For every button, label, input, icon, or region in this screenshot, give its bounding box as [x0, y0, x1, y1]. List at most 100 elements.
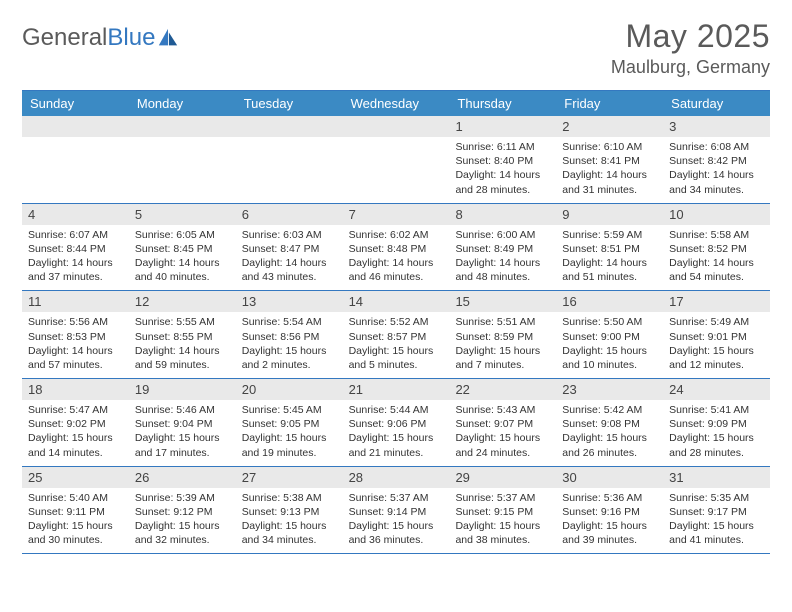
day-data: Sunrise: 5:47 AMSunset: 9:02 PMDaylight:…: [22, 400, 129, 466]
daylight-text: Daylight: 14 hours and 46 minutes.: [349, 256, 444, 284]
sunrise-text: Sunrise: 5:59 AM: [562, 228, 657, 242]
daylight-text: Daylight: 15 hours and 28 minutes.: [669, 431, 764, 459]
weekday-wednesday: Wednesday: [343, 91, 450, 116]
day-data: Sunrise: 6:07 AMSunset: 8:44 PMDaylight:…: [22, 225, 129, 291]
week-row: 25Sunrise: 5:40 AMSunset: 9:11 PMDayligh…: [22, 467, 770, 555]
daylight-text: Daylight: 15 hours and 34 minutes.: [242, 519, 337, 547]
day-cell: 30Sunrise: 5:36 AMSunset: 9:16 PMDayligh…: [556, 467, 663, 554]
day-data: Sunrise: 6:03 AMSunset: 8:47 PMDaylight:…: [236, 225, 343, 291]
day-cell: 13Sunrise: 5:54 AMSunset: 8:56 PMDayligh…: [236, 291, 343, 378]
day-cell: 6Sunrise: 6:03 AMSunset: 8:47 PMDaylight…: [236, 204, 343, 291]
sunset-text: Sunset: 9:16 PM: [562, 505, 657, 519]
sunset-text: Sunset: 8:53 PM: [28, 330, 123, 344]
sunset-text: Sunset: 9:07 PM: [455, 417, 550, 431]
daylight-text: Daylight: 15 hours and 7 minutes.: [455, 344, 550, 372]
day-data: Sunrise: 6:08 AMSunset: 8:42 PMDaylight:…: [663, 137, 770, 203]
sunset-text: Sunset: 9:11 PM: [28, 505, 123, 519]
sunrise-text: Sunrise: 6:03 AM: [242, 228, 337, 242]
sunset-text: Sunset: 8:42 PM: [669, 154, 764, 168]
day-cell: 24Sunrise: 5:41 AMSunset: 9:09 PMDayligh…: [663, 379, 770, 466]
day-data: Sunrise: 5:44 AMSunset: 9:06 PMDaylight:…: [343, 400, 450, 466]
daylight-text: Daylight: 14 hours and 48 minutes.: [455, 256, 550, 284]
weekday-friday: Friday: [556, 91, 663, 116]
sunrise-text: Sunrise: 5:37 AM: [349, 491, 444, 505]
day-number: 14: [343, 291, 450, 312]
sunset-text: Sunset: 9:01 PM: [669, 330, 764, 344]
calendar-grid: SundayMondayTuesdayWednesdayThursdayFrid…: [22, 90, 770, 554]
sunset-text: Sunset: 9:04 PM: [135, 417, 230, 431]
page-header: GeneralBlue May 2025 Maulburg, Germany: [22, 18, 770, 78]
sunset-text: Sunset: 8:44 PM: [28, 242, 123, 256]
daylight-text: Daylight: 15 hours and 19 minutes.: [242, 431, 337, 459]
day-cell: 23Sunrise: 5:42 AMSunset: 9:08 PMDayligh…: [556, 379, 663, 466]
day-data: Sunrise: 5:52 AMSunset: 8:57 PMDaylight:…: [343, 312, 450, 378]
day-cell: 11Sunrise: 5:56 AMSunset: 8:53 PMDayligh…: [22, 291, 129, 378]
day-number: 5: [129, 204, 236, 225]
sunrise-text: Sunrise: 5:35 AM: [669, 491, 764, 505]
day-data: Sunrise: 5:35 AMSunset: 9:17 PMDaylight:…: [663, 488, 770, 554]
day-data: Sunrise: 5:55 AMSunset: 8:55 PMDaylight:…: [129, 312, 236, 378]
daylight-text: Daylight: 15 hours and 36 minutes.: [349, 519, 444, 547]
sunset-text: Sunset: 9:17 PM: [669, 505, 764, 519]
sunrise-text: Sunrise: 5:55 AM: [135, 315, 230, 329]
day-data: Sunrise: 6:11 AMSunset: 8:40 PMDaylight:…: [449, 137, 556, 203]
sunset-text: Sunset: 8:48 PM: [349, 242, 444, 256]
week-row: ....1Sunrise: 6:11 AMSunset: 8:40 PMDayl…: [22, 116, 770, 204]
day-data: Sunrise: 5:40 AMSunset: 9:11 PMDaylight:…: [22, 488, 129, 554]
daylight-text: Daylight: 14 hours and 51 minutes.: [562, 256, 657, 284]
day-cell: 18Sunrise: 5:47 AMSunset: 9:02 PMDayligh…: [22, 379, 129, 466]
day-cell: 22Sunrise: 5:43 AMSunset: 9:07 PMDayligh…: [449, 379, 556, 466]
day-cell: 17Sunrise: 5:49 AMSunset: 9:01 PMDayligh…: [663, 291, 770, 378]
sunrise-text: Sunrise: 5:56 AM: [28, 315, 123, 329]
weekday-sunday: Sunday: [22, 91, 129, 116]
day-cell: 21Sunrise: 5:44 AMSunset: 9:06 PMDayligh…: [343, 379, 450, 466]
day-number: 6: [236, 204, 343, 225]
sunrise-text: Sunrise: 5:41 AM: [669, 403, 764, 417]
week-row: 18Sunrise: 5:47 AMSunset: 9:02 PMDayligh…: [22, 379, 770, 467]
day-number: 1: [449, 116, 556, 137]
day-number: 30: [556, 467, 663, 488]
day-number: 22: [449, 379, 556, 400]
day-cell: 14Sunrise: 5:52 AMSunset: 8:57 PMDayligh…: [343, 291, 450, 378]
logo-text: GeneralBlue: [22, 24, 155, 52]
day-data: Sunrise: 5:37 AMSunset: 9:14 PMDaylight:…: [343, 488, 450, 554]
day-number: 3: [663, 116, 770, 137]
day-number: 23: [556, 379, 663, 400]
month-title: May 2025: [611, 18, 770, 55]
day-cell: 29Sunrise: 5:37 AMSunset: 9:15 PMDayligh…: [449, 467, 556, 554]
sunset-text: Sunset: 9:09 PM: [669, 417, 764, 431]
day-data: Sunrise: 5:50 AMSunset: 9:00 PMDaylight:…: [556, 312, 663, 378]
week-row: 4Sunrise: 6:07 AMSunset: 8:44 PMDaylight…: [22, 204, 770, 292]
sunrise-text: Sunrise: 6:10 AM: [562, 140, 657, 154]
sunset-text: Sunset: 8:59 PM: [455, 330, 550, 344]
daylight-text: Daylight: 15 hours and 12 minutes.: [669, 344, 764, 372]
day-cell: 28Sunrise: 5:37 AMSunset: 9:14 PMDayligh…: [343, 467, 450, 554]
day-data: Sunrise: 5:56 AMSunset: 8:53 PMDaylight:…: [22, 312, 129, 378]
sunrise-text: Sunrise: 5:38 AM: [242, 491, 337, 505]
daylight-text: Daylight: 15 hours and 41 minutes.: [669, 519, 764, 547]
day-data: Sunrise: 5:45 AMSunset: 9:05 PMDaylight:…: [236, 400, 343, 466]
day-cell: 2Sunrise: 6:10 AMSunset: 8:41 PMDaylight…: [556, 116, 663, 203]
sunset-text: Sunset: 8:40 PM: [455, 154, 550, 168]
location-label: Maulburg, Germany: [611, 57, 770, 78]
day-data: Sunrise: 5:36 AMSunset: 9:16 PMDaylight:…: [556, 488, 663, 554]
daylight-text: Daylight: 15 hours and 17 minutes.: [135, 431, 230, 459]
day-number: .: [22, 116, 129, 137]
day-number: 13: [236, 291, 343, 312]
sunset-text: Sunset: 8:49 PM: [455, 242, 550, 256]
day-cell: 1Sunrise: 6:11 AMSunset: 8:40 PMDaylight…: [449, 116, 556, 203]
sunset-text: Sunset: 8:41 PM: [562, 154, 657, 168]
day-cell: .: [22, 116, 129, 203]
sunrise-text: Sunrise: 5:39 AM: [135, 491, 230, 505]
day-data: Sunrise: 5:59 AMSunset: 8:51 PMDaylight:…: [556, 225, 663, 291]
calendar-page: GeneralBlue May 2025 Maulburg, Germany S…: [0, 0, 792, 564]
sunset-text: Sunset: 9:15 PM: [455, 505, 550, 519]
day-number: .: [343, 116, 450, 137]
weeks-container: ....1Sunrise: 6:11 AMSunset: 8:40 PMDayl…: [22, 116, 770, 554]
sunrise-text: Sunrise: 5:37 AM: [455, 491, 550, 505]
daylight-text: Daylight: 15 hours and 5 minutes.: [349, 344, 444, 372]
weekday-thursday: Thursday: [449, 91, 556, 116]
sunrise-text: Sunrise: 6:11 AM: [455, 140, 550, 154]
logo-part1: General: [22, 24, 107, 51]
sunrise-text: Sunrise: 5:43 AM: [455, 403, 550, 417]
